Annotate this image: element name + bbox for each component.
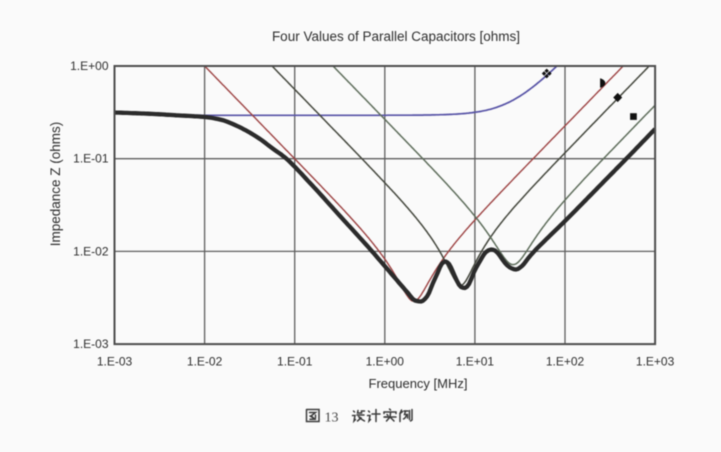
svg-text:1.E+03: 1.E+03 (636, 355, 675, 369)
svg-text:1.E-02: 1.E-02 (187, 355, 223, 369)
svg-text:Impedance Z (ohms): Impedance Z (ohms) (48, 122, 63, 247)
svg-text:13: 13 (325, 411, 339, 426)
svg-text:1.E+00: 1.E+00 (366, 355, 405, 369)
svg-text:1.E+02: 1.E+02 (546, 355, 585, 369)
svg-text:1.E+01: 1.E+01 (456, 355, 495, 369)
svg-text:Four Values of Parallel Capaci: Four Values of Parallel Capacitors [ohms… (272, 29, 520, 44)
svg-text:1.E-02: 1.E-02 (73, 244, 109, 258)
svg-text:Frequency [MHz]: Frequency [MHz] (369, 376, 468, 391)
svg-text:1.E-01: 1.E-01 (73, 152, 109, 166)
svg-text:1.E-01: 1.E-01 (277, 355, 313, 369)
svg-text:1.E-03: 1.E-03 (97, 355, 133, 369)
svg-text:1.E+00: 1.E+00 (70, 59, 109, 73)
svg-text:1.E-03: 1.E-03 (73, 337, 109, 351)
